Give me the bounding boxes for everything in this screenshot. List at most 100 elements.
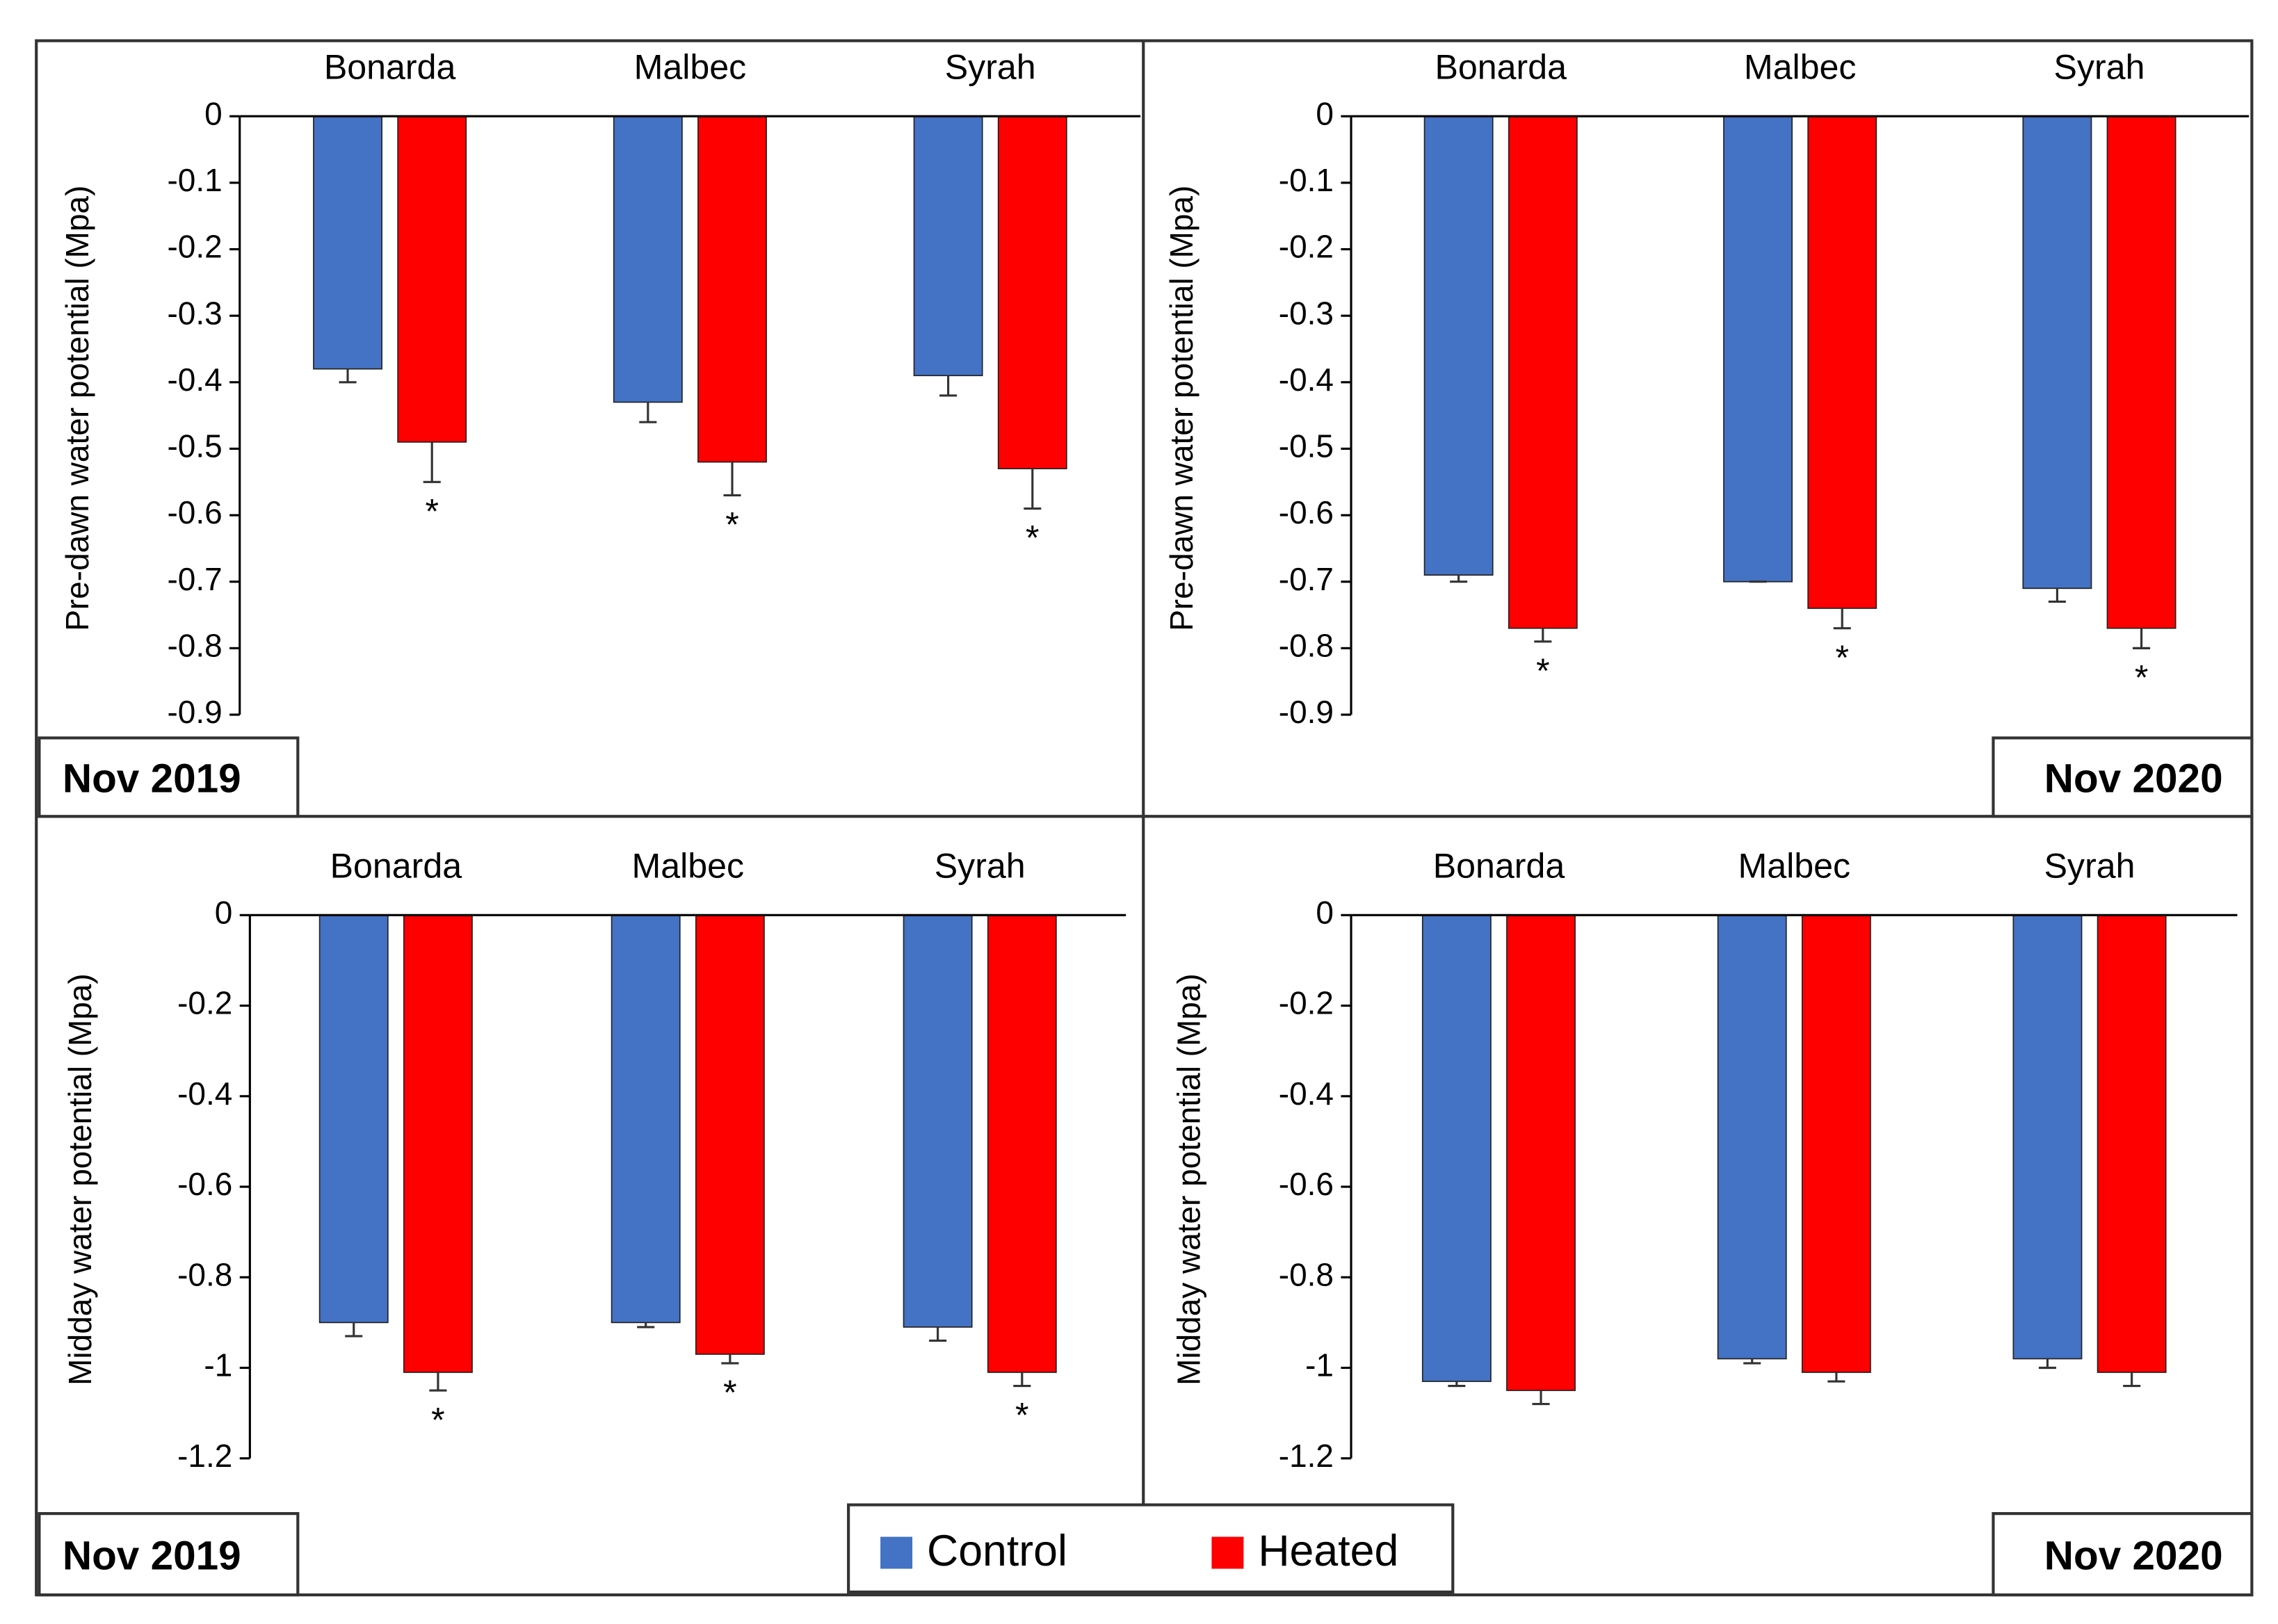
y-tick-label: -0.8 [1279,1256,1334,1292]
legend-label: Control [927,1527,1067,1575]
significance-marker: * [723,1373,737,1412]
legend: Control Heated [847,1503,1455,1594]
error-bar [721,1354,739,1365]
legend-label: Heated [1258,1527,1398,1575]
error-bar [1448,1381,1466,1388]
error-bar [2038,1358,2057,1370]
legend-box [847,1503,1455,1594]
bar [613,115,683,403]
bar [397,115,467,443]
y-tick-label: 0 [215,894,233,930]
y-tick-label: -0.6 [177,1166,232,1202]
bar [913,115,983,377]
error-bar [1534,628,1552,643]
error-bar [339,368,357,384]
category-label: Syrah [2054,48,2145,87]
category-label: Syrah [2044,847,2135,886]
error-bar [1450,575,1468,583]
panel: 0 -0.2 -0.4 -0.6 -0.8 -1 -1.2 Midday water pote… [1170,847,2254,1597]
y-tick-label: -0.1 [167,162,222,198]
error-bar [429,1372,447,1392]
y-axis-label: Pre-dawn water potential (Mpa) [59,186,95,631]
error-bar [2048,588,2066,603]
error-bar [639,402,657,423]
bar [1801,914,1871,1373]
bar [2012,914,2083,1360]
bar [1421,914,1492,1382]
panel: 0 -0.2 -0.4 -0.6 -0.8 -1 -1.2 Midday water pote… [38,847,1126,1597]
period-box [38,736,300,818]
bar [1506,914,1576,1391]
error-bar [1013,1372,1031,1388]
significance-marker: * [1536,651,1550,690]
y-tick-label: -0.8 [167,628,222,664]
y-tick-label: -0.6 [1279,494,1334,530]
error-bar [1743,1358,1761,1365]
period-label: Nov 2019 [63,756,241,802]
category-label: Syrah [935,847,1026,886]
significance-marker: * [1015,1396,1029,1435]
error-bar [2133,628,2151,649]
category-label: Malbec [634,48,747,87]
y-tick-label: -0.6 [1279,1166,1334,1202]
category-label: Bonarda [324,48,456,87]
y-tick-label: -1.2 [1279,1438,1334,1474]
error-bar [2123,1372,2141,1388]
significance-marker: * [431,1400,445,1439]
bar [611,914,681,1324]
y-tick-label: 0 [204,95,223,131]
error-bar [1024,469,1042,510]
error-bar [929,1326,947,1342]
y-axis-label: Midday water potential (Mpa) [62,973,98,1386]
y-tick-label: -0.4 [177,1075,232,1112]
y-tick-label: -0.2 [167,229,222,265]
bar [1508,115,1578,629]
y-tick-label: -0.9 [1279,694,1334,730]
period-label: Nov 2020 [2044,756,2223,802]
bar [318,914,389,1324]
y-tick-label: -0.4 [167,362,222,398]
y-tick-label: -0.7 [167,561,222,597]
significance-marker: * [425,492,439,530]
category-label: Malbec [631,847,744,886]
category-label: Malbec [1738,847,1850,886]
error-bar [1827,1372,1845,1383]
y-tick-label: -0.4 [1279,362,1334,398]
y-tick-label: -0.9 [167,694,222,730]
period-box [1992,736,2254,818]
error-bar [723,462,741,496]
y-tick-label: -0.5 [1279,428,1334,464]
bar [987,914,1057,1373]
significance-marker: * [1026,519,1040,558]
y-tick-label: -0.4 [1279,1075,1334,1112]
y-tick-label: -0.8 [177,1256,232,1292]
y-axis-label: Pre-dawn water potential (Mpa) [1163,186,1199,631]
category-label: Malbec [1744,48,1857,87]
error-bar [423,441,441,483]
y-tick-label: -0.5 [167,428,222,464]
category-label: Bonarda [1435,48,1567,87]
error-bar [1833,608,1851,630]
y-tick-label: -0.2 [1279,985,1334,1021]
y-axis-label: Midday water potential (Mpa) [1170,973,1206,1386]
category-label: Syrah [945,48,1036,87]
y-tick-label: -0.2 [1279,229,1334,265]
y-tick-label: -0.3 [167,295,222,331]
bar [313,115,382,370]
panel: 0 -0.1 -0.2 -0.3 -0.4 -0.5 -0.6 -0.7 -0.8 -0.9 Pre… [38,48,1141,818]
period-box [38,1512,300,1597]
significance-marker: * [725,505,739,544]
bar [2097,914,2167,1373]
category-label: Bonarda [330,847,462,886]
y-tick-label: -1 [1305,1347,1334,1383]
significance-marker: * [2135,658,2149,697]
bar [1423,115,1494,576]
bar [403,914,473,1373]
y-tick-label: -0.1 [1279,162,1334,198]
y-tick-label: -0.3 [1279,295,1334,331]
y-tick-label: 0 [1316,95,1334,131]
bar [903,914,973,1328]
bar [697,115,767,463]
y-tick-label: -0.2 [177,985,232,1021]
